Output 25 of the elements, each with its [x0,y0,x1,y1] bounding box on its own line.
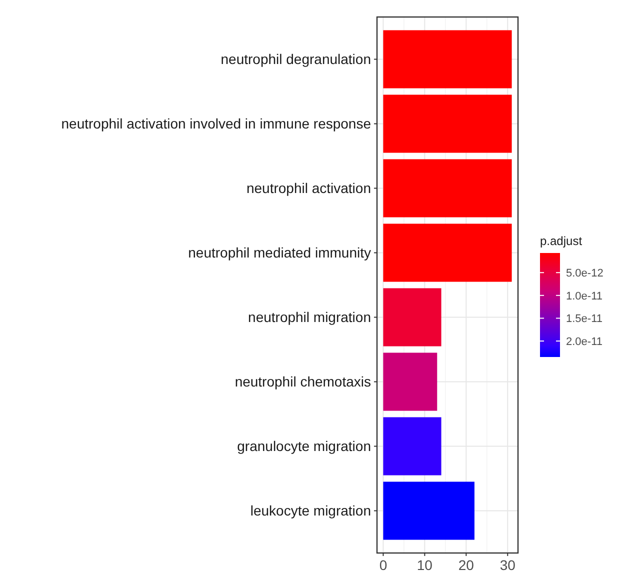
x-tick-label: 0 [379,557,388,573]
y-tick-label: neutrophil migration [248,309,371,326]
bar [383,288,442,346]
bar [383,352,438,411]
y-tick-label: neutrophil activation involved in immune response [61,116,372,132]
color-bar-label: 1.0e-11 [566,290,602,302]
color-bar-title: p.adjust [540,234,583,248]
bar [383,30,512,88]
y-tick-label: neutrophil degranulation [220,51,371,68]
color-bar-label: 1.5e-11 [566,313,602,326]
x-tick-label: 20 [458,557,474,573]
y-tick-label: leukocyte migration [250,502,371,519]
y-tick-label: neutrophil activation [246,180,371,196]
bar [383,159,512,218]
bar [383,94,512,153]
x-tick-label: 10 [416,557,433,573]
bar [383,482,474,540]
bar [383,224,512,282]
y-tick-label: neutrophil chemotaxis [234,374,371,390]
y-tick-label: granulocyte migration [237,438,371,454]
bar [383,417,442,476]
color-bar-label: 5.0e-12 [566,267,604,280]
x-tick-label: 30 [500,557,516,573]
color-bar-label: 2.0e-11 [566,336,602,348]
y-tick-label: neutrophil mediated immunity [188,244,371,261]
